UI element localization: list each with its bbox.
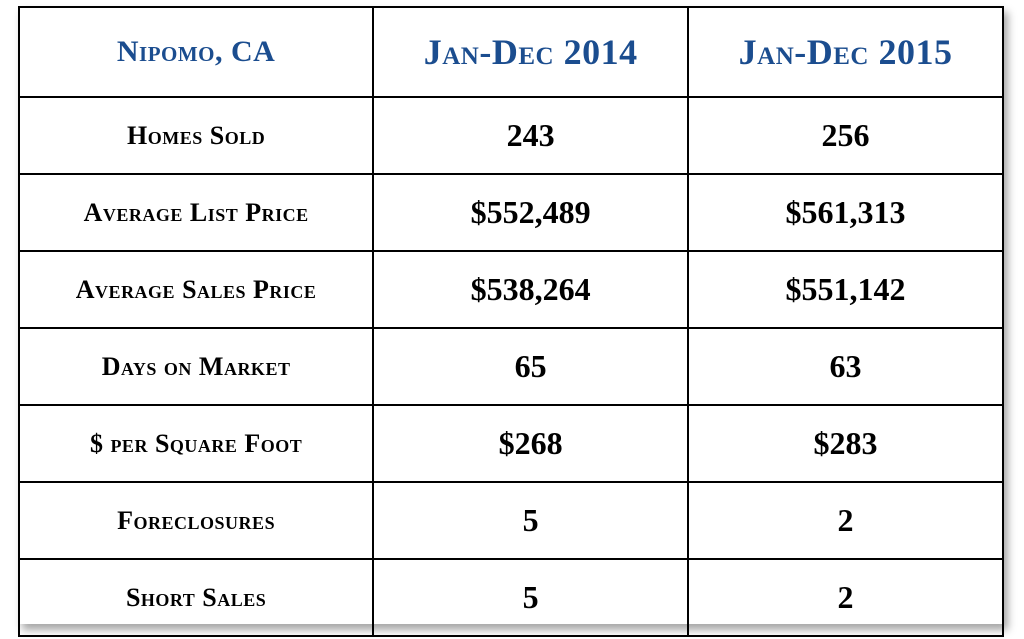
row-label: Average List Price [19, 174, 373, 251]
row-label: Average Sales Price [19, 251, 373, 328]
table-row: $ per Square Foot $268 $283 [19, 405, 1003, 482]
comparison-table: Nipomo, CA Jan-Dec 2014 Jan-Dec 2015 Hom… [18, 6, 1004, 637]
cell-value: $561,313 [688, 174, 1003, 251]
cell-value: 5 [373, 482, 688, 559]
cell-value: 2 [688, 482, 1003, 559]
location-header: Nipomo, CA [19, 7, 373, 97]
cell-value: $552,489 [373, 174, 688, 251]
cell-value: $268 [373, 405, 688, 482]
row-label: Foreclosures [19, 482, 373, 559]
row-label: Days on Market [19, 328, 373, 405]
cell-value: 256 [688, 97, 1003, 174]
cell-value: 65 [373, 328, 688, 405]
cell-value: 63 [688, 328, 1003, 405]
cell-value: $283 [688, 405, 1003, 482]
table-row: Days on Market 65 63 [19, 328, 1003, 405]
row-label: Homes Sold [19, 97, 373, 174]
period-header-2014: Jan-Dec 2014 [373, 7, 688, 97]
cell-value: 2 [688, 559, 1003, 636]
row-label: Short Sales [19, 559, 373, 636]
cell-value: $551,142 [688, 251, 1003, 328]
cell-value: 243 [373, 97, 688, 174]
period-header-2015: Jan-Dec 2015 [688, 7, 1003, 97]
table-row: Average Sales Price $538,264 $551,142 [19, 251, 1003, 328]
table-header-row: Nipomo, CA Jan-Dec 2014 Jan-Dec 2015 [19, 7, 1003, 97]
row-label: $ per Square Foot [19, 405, 373, 482]
cell-value: 5 [373, 559, 688, 636]
table-row: Homes Sold 243 256 [19, 97, 1003, 174]
cell-value: $538,264 [373, 251, 688, 328]
comparison-table-container: Nipomo, CA Jan-Dec 2014 Jan-Dec 2015 Hom… [18, 6, 1004, 624]
table-row: Average List Price $552,489 $561,313 [19, 174, 1003, 251]
table-row: Short Sales 5 2 [19, 559, 1003, 636]
table-row: Foreclosures 5 2 [19, 482, 1003, 559]
